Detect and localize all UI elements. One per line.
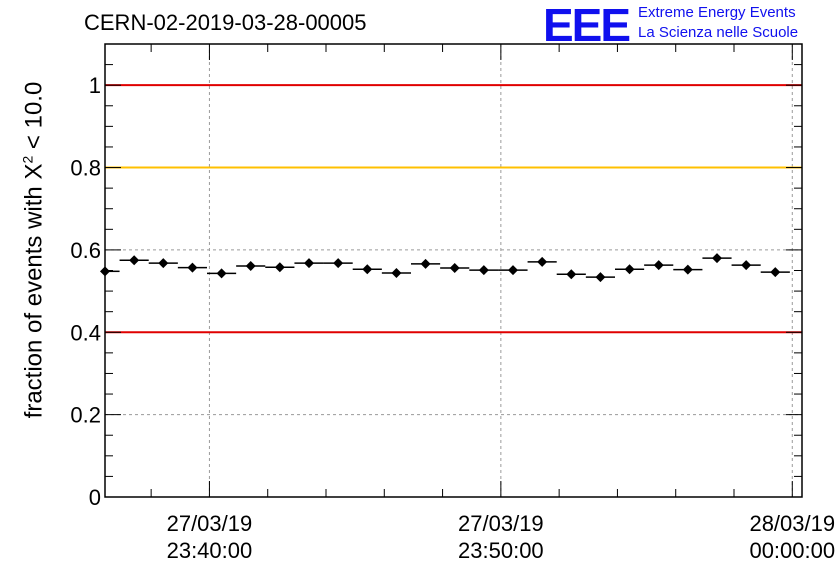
logo-line-1: Extreme Energy Events: [638, 4, 796, 21]
data-point: [741, 260, 752, 271]
x-tick-time-label: 23:50:00: [458, 538, 544, 563]
data-point: [420, 258, 431, 269]
data-point: [682, 264, 693, 275]
data-point: [362, 264, 373, 275]
y-tick-label: 1: [89, 73, 101, 98]
data-point: [770, 267, 781, 278]
data-point: [187, 262, 198, 273]
x-tick-date-label: 27/03/19: [458, 511, 544, 536]
data-point: [712, 253, 722, 264]
x-tick-time-label: 23:40:00: [167, 538, 253, 563]
x-tick-time-label: 00:00:00: [749, 538, 835, 563]
y-tick-label: 0.6: [70, 238, 101, 263]
chart-title: CERN-02-2019-03-28-00005: [84, 10, 367, 35]
y-tick-label: 0.2: [70, 403, 101, 428]
data-point: [537, 256, 548, 267]
y-tick-label: 0.8: [70, 156, 101, 181]
data-point: [129, 255, 140, 266]
x-tick-date-label: 27/03/19: [167, 511, 253, 536]
eee-logo: EEE: [543, 0, 631, 51]
data-point: [595, 272, 606, 283]
logo-line-2: La Scienza nelle Scuole: [638, 24, 799, 41]
data-point: [478, 265, 489, 276]
data-point: [158, 258, 169, 269]
data-point: [566, 269, 577, 280]
data-point: [245, 260, 256, 271]
y-tick-label: 0: [89, 485, 101, 510]
data-point: [304, 258, 314, 269]
x-tick-date-label: 28/03/19: [749, 511, 835, 536]
data-point: [508, 265, 518, 276]
data-point: [333, 258, 344, 269]
y-tick-label: 0.4: [70, 320, 101, 345]
data-point: [624, 264, 635, 275]
data-point: [653, 260, 664, 271]
data-point: [274, 262, 285, 273]
data-point: [391, 267, 402, 278]
data-point: [216, 268, 227, 279]
data-point: [100, 266, 110, 277]
data-point: [449, 263, 460, 274]
